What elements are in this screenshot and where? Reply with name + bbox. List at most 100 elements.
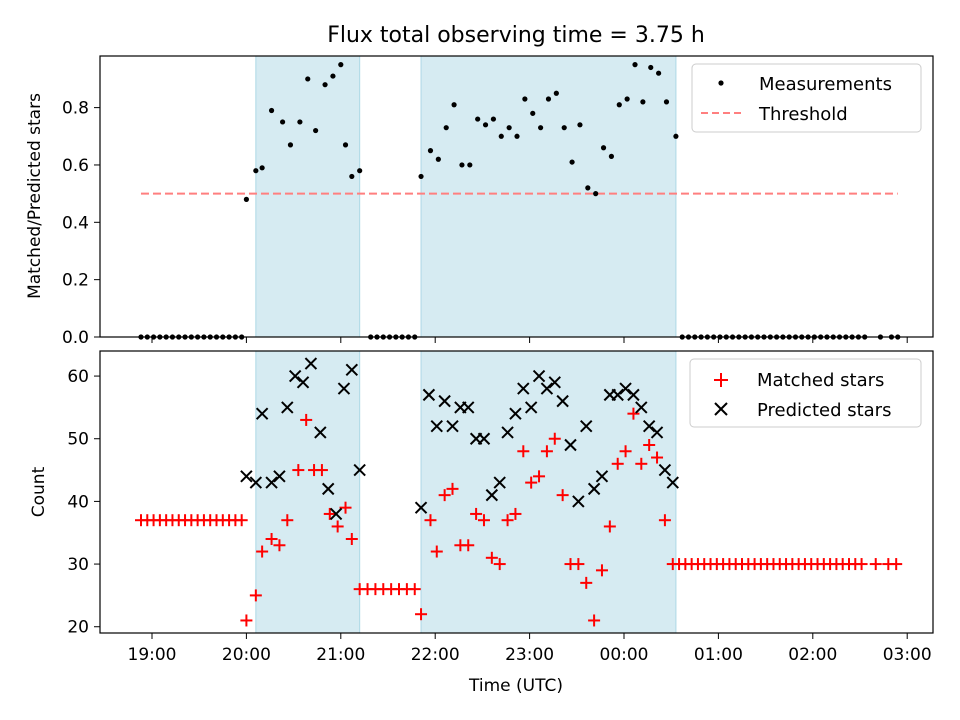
- measurement-point: [243, 196, 249, 202]
- measurement-point: [673, 133, 679, 139]
- predicted-star-point: [635, 401, 648, 414]
- measurement-point: [482, 122, 489, 128]
- predicted-star-point: [477, 432, 491, 445]
- x-tick-label: 01:00: [694, 645, 743, 665]
- x-tick-label: 23:00: [505, 645, 554, 665]
- measurement-point: [553, 90, 559, 96]
- measurement-point: [514, 133, 520, 139]
- matched-star-point: [493, 558, 506, 571]
- top-plot-frame: [99, 55, 934, 338]
- y-tick-label: 30: [67, 555, 89, 575]
- measurement-point: [632, 62, 638, 68]
- bottom-panel: 20 30 40 50 60 19:00 20:00 21:00 22:00 23:00 00:0…: [29, 350, 934, 696]
- measurement-point: [349, 173, 355, 180]
- matched-star-point: [580, 576, 593, 589]
- predicted-star-point: [281, 401, 294, 414]
- matched-star-point: [256, 545, 269, 558]
- predicted-star-point: [572, 495, 585, 508]
- predicted-star-point: [587, 482, 601, 496]
- matched-star-point: [331, 520, 344, 533]
- predicted-star-point: [414, 501, 428, 514]
- legend-predicted-label: Predicted stars: [757, 400, 891, 421]
- matched-star-point: [265, 533, 278, 545]
- top-legend: Measurements Threshold: [691, 63, 922, 133]
- matched-star-point: [509, 507, 522, 520]
- matched-star-point: [408, 583, 421, 596]
- measurement-point: [624, 96, 630, 102]
- matched-star-point: [240, 614, 253, 627]
- matched-star-point: [611, 457, 624, 470]
- matched-star-point: [339, 501, 352, 514]
- x-tick-label: 21:00: [316, 645, 365, 665]
- measurement-point: [330, 73, 336, 79]
- legend-measurements-label: Measurements: [759, 74, 892, 95]
- matched-star-point: [345, 533, 358, 545]
- legend-predicted-marker: [714, 402, 728, 416]
- predicted-star-point: [580, 419, 593, 433]
- measurement-point: [506, 125, 512, 131]
- predicted-star-point: [595, 470, 609, 483]
- predicted-star-point: [422, 388, 436, 402]
- predicted-star-point: [493, 476, 506, 489]
- predicted-star-point: [337, 382, 351, 395]
- legend-measurements-marker: [718, 80, 724, 86]
- matched-star-point: [572, 558, 585, 571]
- measurement-point: [268, 107, 275, 114]
- matched-star-point: [315, 464, 328, 477]
- predicted-star-point: [304, 357, 318, 370]
- predicted-star-point: [556, 394, 569, 408]
- shaded-interval-2: [420, 55, 677, 338]
- measurement-point: [338, 62, 344, 68]
- matched-star-point: [281, 514, 294, 527]
- top-legend-box: [691, 63, 922, 133]
- predicted-star-point: [288, 369, 302, 383]
- predicted-star-point: [314, 426, 327, 439]
- measurement-point: [490, 116, 497, 122]
- predicted-star-point: [446, 419, 459, 433]
- matched-star-point: [300, 413, 313, 426]
- predicted-star-point: [642, 419, 656, 433]
- predicted-star-point: [540, 382, 554, 395]
- matched-star-point: [548, 432, 561, 445]
- measurement-point: [577, 122, 583, 128]
- matched-star-point: [249, 589, 262, 602]
- measurement-point: [427, 148, 434, 154]
- measurement-point: [253, 168, 259, 174]
- matched-star-point: [595, 564, 608, 577]
- matched-star-point: [235, 514, 248, 527]
- measurement-point: [297, 119, 303, 125]
- y-tick-label: 20: [67, 618, 89, 638]
- matched-star-point: [273, 539, 286, 552]
- y-tick-label: 0.2: [62, 271, 89, 291]
- matched-star-point: [890, 558, 903, 571]
- predicted-star-point: [462, 401, 475, 414]
- matched-star-point: [643, 439, 656, 451]
- matched-star-point: [501, 514, 514, 527]
- predicted-star-point: [501, 426, 514, 439]
- matched-star-point: [430, 545, 443, 558]
- top-x-axis: [151, 337, 908, 343]
- bottom-legend-box: [689, 358, 922, 428]
- measurement-point: [640, 99, 646, 105]
- measurement-point: [585, 185, 591, 191]
- predicted-star-point: [438, 394, 451, 408]
- measurement-point: [313, 127, 319, 134]
- x-tick-label: 00:00: [600, 645, 649, 665]
- predicted-star-point: [611, 388, 624, 402]
- measurement-point: [322, 82, 328, 88]
- legend-threshold-label: Threshold: [758, 104, 848, 125]
- predicted-star-point: [329, 507, 343, 521]
- measurement-point: [475, 116, 481, 122]
- top-y-axis-label: Matched/Predicted stars: [25, 93, 45, 299]
- legend-matched-marker: [714, 373, 728, 387]
- top-y-axis: 0.0 0.2 0.4 0.6 0.8: [62, 99, 100, 348]
- bottom-data-marks: [134, 357, 903, 627]
- measurement-point: [522, 96, 528, 102]
- shaded-interval-2: [420, 350, 677, 634]
- x-tick-label: 19:00: [128, 645, 177, 665]
- measurement-point: [305, 76, 311, 82]
- predicted-star-point: [650, 426, 664, 439]
- matched-star-point: [540, 445, 553, 458]
- bottom-x-axis: 19:00 20:00 21:00 22:00 23:00 00:00 01:00 02:00…: [128, 633, 932, 665]
